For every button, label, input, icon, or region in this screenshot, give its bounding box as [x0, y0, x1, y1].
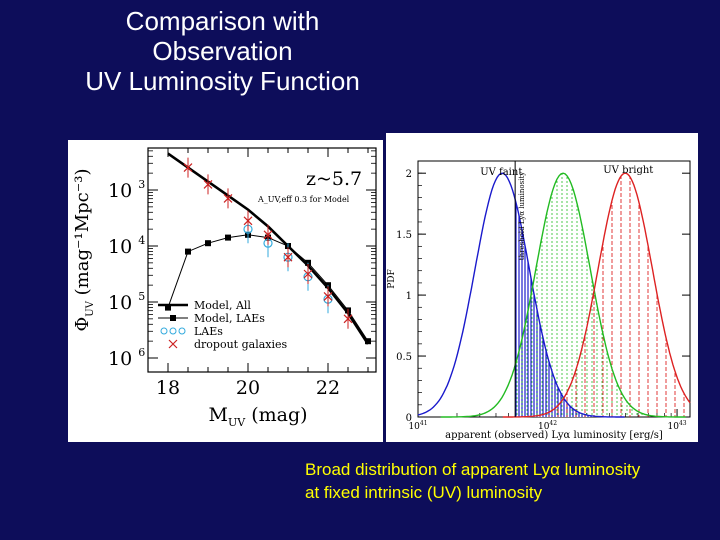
plot-frame [147, 147, 377, 373]
y-tick-label: 10 6 [108, 346, 145, 370]
title-line-1: Comparison with [125, 6, 320, 36]
plot-labels: 18 20 22 10 3 10 4 10 5 10 6 MUV (mag) ΦUV (mag⁻… [72, 168, 362, 429]
pdf-x-axis-label: apparent (observed) Lyα luminosity [erg/… [445, 430, 663, 441]
uv-bright-label: UV bright [603, 165, 653, 176]
dropout-point [183, 163, 193, 173]
slide-title: Comparison with Observation UV Luminosit… [20, 6, 425, 96]
dropout-point [263, 230, 273, 240]
uv-luminosity-function-plot: Model, All Model, LAEs LAEs dropout galaxie… [68, 140, 383, 442]
legend-label: LAEs [194, 325, 223, 338]
model-lae-point [225, 234, 231, 241]
lya-pdf-plot: 0 0.5 1 1.5 2 1041 1042 1043 threshold Lyα lumin… [386, 133, 698, 442]
model-lae-point [165, 304, 171, 311]
pdf-curve [417, 172, 625, 418]
model-lae-point [205, 240, 211, 247]
dropout-point [323, 291, 333, 301]
dropout-point [303, 269, 313, 279]
lya-pdf-chart: 0 0.5 1 1.5 2 1041 1042 1043 threshold Lyα lumin… [387, 160, 691, 441]
pdf-y-tick-label: 0.5 [396, 352, 412, 363]
legend-symbol-star [160, 327, 168, 335]
pdf-curve [440, 172, 686, 418]
y-tick-label: 10 4 [108, 234, 145, 258]
pdf-y-tick-label: 1 [406, 291, 412, 302]
extinction-annotation: A_UV,eff 0.3 for Model [257, 195, 350, 204]
model-lae-point [305, 259, 311, 266]
legend-symbol-star [178, 327, 186, 335]
x-tick-label: 22 [316, 377, 340, 399]
dropout-point [283, 252, 293, 262]
plot-series [165, 152, 371, 345]
legend-label: Model, All [194, 299, 251, 312]
y-axis-label: ΦUV (mag⁻¹Mpc⁻³) [72, 169, 96, 332]
pdf-hatched-area [516, 173, 690, 417]
x-tick-label: 20 [236, 377, 260, 399]
dropout-point [203, 179, 213, 189]
uv-faint-label: UV faint [480, 167, 522, 178]
pdf-fills [515, 173, 690, 417]
x-axis-label: MUV (mag) [208, 404, 307, 429]
pdf-y-tick-label: 1.5 [396, 230, 412, 241]
pdf-y-tick-label: 0 [406, 413, 412, 424]
title-line-3: UV Luminosity Function [85, 66, 360, 96]
y-tick-label: 10 3 [108, 178, 145, 202]
redshift-annotation: z~5.7 [306, 168, 362, 190]
pdf-curve [502, 172, 691, 418]
legend-symbol-star [169, 327, 177, 335]
pdf-x-tick-label: 1042 [538, 420, 557, 432]
dropout-point [343, 314, 353, 324]
model-lae-point [365, 338, 371, 345]
pdf-labels: 0 0.5 1 1.5 2 1041 1042 1043 threshold Lyα lumin… [387, 165, 687, 441]
pdf-y-axis-label: PDF [387, 269, 397, 289]
plot-axes-box [147, 147, 377, 373]
x-tick-label: 18 [156, 377, 180, 399]
threshold-label: threshold Lyα luminosity [518, 172, 526, 260]
dropout-point [223, 193, 233, 203]
pdf-x-tick-label: 1041 [408, 420, 427, 432]
pdf-series [417, 161, 691, 418]
pdf-x-tick-label: 1043 [668, 420, 687, 432]
y-tick-label: 10 5 [108, 290, 145, 314]
legend-symbol-square [170, 315, 176, 321]
legend-label: Model, LAEs [194, 312, 265, 325]
plot-ticks [148, 148, 376, 372]
title-line-2: Observation [152, 36, 293, 66]
model-lae-point [185, 248, 191, 255]
legend-symbol-cross [168, 339, 178, 349]
legend-label: dropout galaxies [194, 338, 287, 351]
dropout-point [243, 216, 253, 226]
pdf-y-tick-label: 2 [406, 169, 412, 180]
slide-caption: Broad distribution of apparent Lyα lumin… [305, 460, 641, 502]
